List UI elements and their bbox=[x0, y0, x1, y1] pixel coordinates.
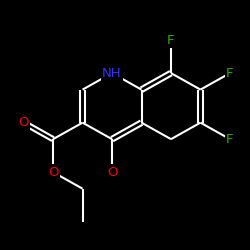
Text: O: O bbox=[107, 166, 117, 179]
Text: NH: NH bbox=[102, 66, 122, 80]
Text: O: O bbox=[18, 116, 29, 129]
Text: O: O bbox=[48, 166, 58, 179]
Text: F: F bbox=[167, 34, 175, 46]
Text: F: F bbox=[226, 133, 234, 146]
Text: F: F bbox=[226, 66, 234, 80]
